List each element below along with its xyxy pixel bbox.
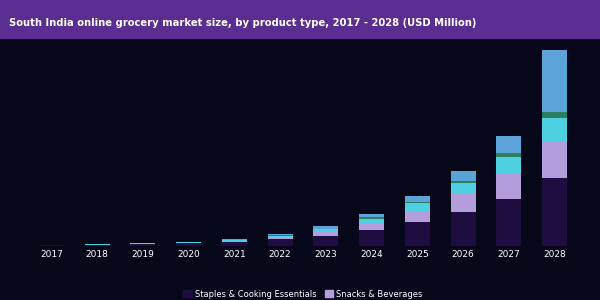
Bar: [496, 173, 521, 199]
Bar: [451, 181, 476, 183]
Bar: [313, 226, 338, 229]
Bar: [268, 239, 293, 246]
Bar: [359, 214, 384, 217]
Bar: [359, 223, 384, 230]
Bar: [313, 229, 338, 232]
Bar: [496, 153, 521, 157]
Bar: [359, 218, 384, 223]
Bar: [39, 245, 64, 246]
Bar: [451, 171, 476, 181]
Legend: Staples & Cooking Essentials, Dairy & Breakfast, Snacks & Beverages, Fruits & Ve: Staples & Cooking Essentials, Dairy & Br…: [180, 286, 426, 300]
Bar: [542, 50, 567, 112]
Bar: [542, 112, 567, 118]
Bar: [176, 243, 201, 246]
Bar: [268, 234, 293, 235]
Bar: [359, 230, 384, 246]
Bar: [405, 202, 430, 203]
Bar: [451, 212, 476, 246]
Bar: [222, 239, 247, 240]
Bar: [405, 222, 430, 246]
Bar: [405, 203, 430, 211]
Bar: [268, 236, 293, 237]
Bar: [542, 178, 567, 246]
Bar: [85, 245, 110, 246]
Bar: [176, 242, 201, 243]
Bar: [542, 118, 567, 141]
Bar: [222, 241, 247, 242]
Text: South India online grocery market size, by product type, 2017 - 2028 (USD Millio: South India online grocery market size, …: [9, 18, 476, 28]
Bar: [313, 232, 338, 236]
Bar: [268, 235, 293, 236]
Bar: [451, 183, 476, 194]
Bar: [222, 242, 247, 246]
Bar: [542, 141, 567, 178]
Bar: [451, 194, 476, 212]
Bar: [268, 237, 293, 239]
Bar: [405, 211, 430, 222]
Bar: [496, 199, 521, 246]
Bar: [313, 236, 338, 246]
Bar: [405, 196, 430, 202]
Bar: [496, 157, 521, 173]
Bar: [222, 240, 247, 241]
Bar: [496, 136, 521, 153]
Bar: [130, 244, 155, 246]
